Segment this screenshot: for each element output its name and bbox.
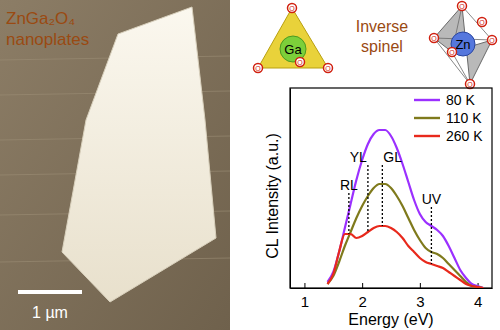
y-axis — [290, 89, 291, 289]
annotation-line — [431, 207, 432, 264]
spectrum-line — [328, 226, 484, 288]
o-label: O — [459, 3, 465, 10]
spectrum-line — [328, 130, 484, 288]
annotation-label: YL — [350, 149, 367, 165]
o-atom — [296, 58, 305, 67]
x-tick-label: 3 — [416, 293, 424, 310]
o-atom — [448, 48, 457, 57]
chart: 1 2 3 4 Energy (eV) CL Intensity (a.u.) RL YL GL… — [264, 88, 493, 328]
o-label: O — [479, 19, 485, 26]
ga-label: Ga — [284, 42, 302, 57]
o-label: O — [297, 59, 303, 66]
sem-image: ZnGa₂O₄ nanoplates 1 µm — [0, 0, 230, 330]
x-axis-line — [291, 288, 493, 289]
o-label: O — [289, 5, 295, 12]
tetrahedron — [258, 8, 328, 68]
legend-swatch — [414, 135, 440, 137]
x-tick: 1 — [301, 283, 309, 310]
plot-area — [328, 130, 484, 288]
x-axis: 1 2 3 4 — [291, 283, 493, 310]
annotation-label: RL — [340, 177, 358, 193]
sem-background — [0, 0, 230, 330]
o-label: O — [325, 65, 331, 72]
structure-title: spinel — [361, 38, 403, 55]
x-tick: 3 — [416, 283, 424, 310]
image-label: nanoplates — [6, 30, 89, 49]
plot-frame — [290, 88, 492, 288]
o-atom — [466, 80, 475, 89]
o-label: O — [449, 49, 455, 56]
legend-label: 260 K — [446, 128, 483, 144]
legend: 80 K 110 K 260 K — [414, 92, 483, 144]
o-atom — [430, 34, 439, 43]
o-atom — [288, 4, 297, 13]
o-atom — [458, 2, 467, 11]
y-axis-line — [290, 89, 291, 289]
spectrum-line — [328, 184, 484, 288]
zn-label: Zn — [455, 37, 470, 52]
o-label: O — [255, 65, 261, 72]
nanoplate — [62, 7, 216, 302]
legend-label: 110 K — [446, 110, 482, 126]
legend-swatch — [414, 99, 440, 101]
x-tick-mark — [304, 283, 305, 288]
y-axis-title: CL Intensity (a.u.) — [264, 133, 281, 259]
x-tick-label: 4 — [474, 293, 482, 310]
x-tick-label: 1 — [301, 293, 309, 310]
o-atom — [324, 64, 333, 73]
annotation-label: UV — [422, 191, 442, 207]
x-tick: 2 — [358, 283, 366, 310]
annotation-line — [348, 193, 349, 234]
structure-icons: GaOOOOZnOOOOOOInversespinel — [254, 2, 497, 89]
annotation-label: GL — [383, 149, 402, 165]
o-label: O — [431, 35, 437, 42]
x-tick-mark — [362, 283, 363, 288]
scale-bar-label: 1 µm — [32, 304, 68, 321]
figure: ZnGa₂O₄nanoplates1 µmGaOOOOZnOOOOOOInver… — [0, 0, 500, 330]
o-label: O — [489, 37, 495, 44]
x-tick-mark — [420, 283, 421, 288]
o-atom — [488, 36, 497, 45]
x-axis-title: Energy (eV) — [348, 311, 433, 328]
legend-swatch — [414, 117, 440, 119]
x-tick-label: 2 — [358, 293, 366, 310]
structure-title: Inverse — [356, 18, 409, 35]
o-atom — [254, 64, 263, 73]
o-label: O — [467, 81, 473, 88]
scale-bar — [18, 290, 82, 294]
annotation-line — [367, 165, 368, 232]
o-atom — [478, 18, 487, 27]
octahedron — [434, 6, 492, 84]
octahedron-edges — [434, 6, 492, 84]
annotation-line — [382, 165, 383, 226]
legend-label: 80 K — [446, 92, 475, 108]
image-label: ZnGa₂O₄ — [6, 9, 75, 28]
